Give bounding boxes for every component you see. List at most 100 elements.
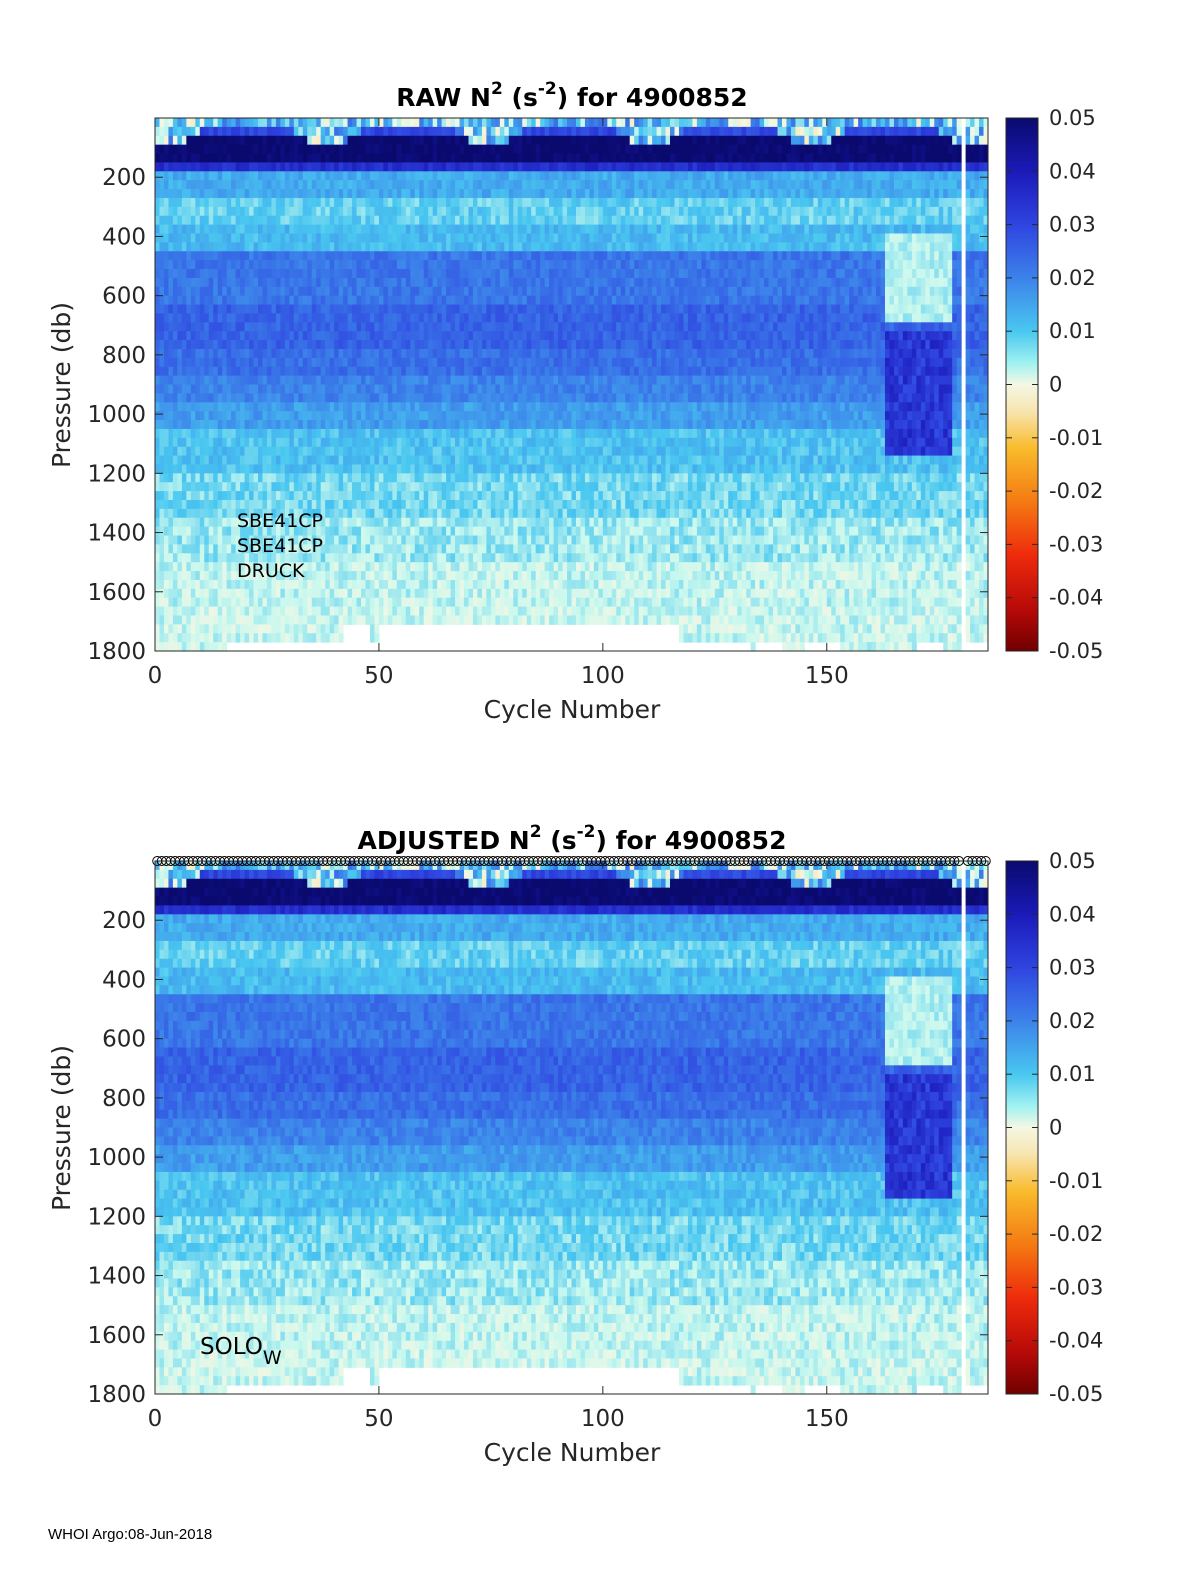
heatmap-cell — [226, 375, 232, 385]
heatmap-cell — [396, 428, 402, 439]
heatmap-cell — [347, 153, 353, 163]
heatmap-cell — [495, 340, 501, 350]
heatmap-cell — [508, 375, 514, 385]
heatmap-cell — [284, 579, 290, 590]
heatmap-cell — [231, 331, 237, 341]
heatmap-cell — [159, 295, 165, 306]
heatmap-cell — [325, 242, 331, 252]
heatmap-cell — [244, 579, 250, 590]
heatmap-cell — [531, 269, 537, 279]
heatmap-cell — [490, 420, 496, 430]
heatmap-cell — [284, 455, 290, 465]
heatmap-cell — [361, 304, 366, 314]
heatmap-cell — [155, 482, 160, 492]
heatmap-cell — [526, 313, 532, 323]
heatmap-cell — [343, 340, 349, 350]
heatmap-cell — [369, 269, 375, 279]
heatmap-cell — [495, 375, 501, 385]
heatmap-cell — [253, 357, 259, 368]
heatmap-cell — [508, 126, 514, 137]
heatmap-cell — [316, 597, 322, 608]
heatmap-cell — [325, 428, 331, 439]
heatmap-cell — [289, 562, 295, 572]
heatmap-cell — [249, 411, 255, 421]
heatmap-cell — [320, 366, 326, 377]
heatmap-cell — [535, 366, 541, 377]
heatmap-cell — [369, 455, 375, 465]
heatmap-cell — [271, 420, 277, 430]
heatmap-cell — [186, 411, 192, 421]
heatmap-cell — [446, 162, 452, 172]
heatmap-cell — [159, 428, 165, 439]
heatmap-cell — [249, 571, 255, 581]
heatmap-cell — [481, 579, 487, 590]
heatmap-cell — [172, 571, 178, 581]
heatmap-cell — [365, 402, 371, 412]
heatmap-cell — [155, 162, 160, 172]
heatmap-cell — [352, 286, 358, 297]
heatmap-cell — [347, 126, 353, 137]
heatmap-cell — [374, 482, 380, 492]
heatmap-cell — [410, 473, 416, 483]
heatmap-cell — [423, 118, 429, 128]
heatmap-cell — [244, 562, 250, 572]
heatmap-cell — [168, 642, 174, 652]
heatmap-cell — [401, 544, 407, 554]
heatmap-cell — [316, 464, 322, 474]
heatmap-cell — [320, 375, 326, 385]
heatmap-cell — [531, 197, 537, 208]
heatmap-cell — [217, 180, 223, 190]
heatmap-cell — [495, 295, 501, 306]
heatmap-cell — [396, 393, 402, 403]
heatmap-cell — [320, 624, 326, 634]
heatmap-cell — [464, 242, 469, 252]
heatmap-cell — [410, 357, 416, 368]
heatmap-cell — [499, 499, 505, 510]
heatmap-cell — [240, 420, 246, 430]
heatmap-cell — [307, 277, 313, 288]
heatmap-cell — [231, 579, 237, 590]
heatmap-cell — [302, 579, 308, 590]
heatmap-cell — [495, 197, 501, 208]
heatmap-cell — [244, 260, 250, 270]
heatmap-cell — [240, 269, 246, 279]
heatmap-cell — [208, 269, 214, 279]
heatmap-cell — [329, 393, 335, 403]
heatmap-cell — [298, 304, 304, 314]
heatmap-cell — [240, 304, 246, 314]
heatmap-cell — [208, 322, 214, 332]
heatmap-cell — [392, 375, 398, 385]
heatmap-cell — [231, 482, 237, 492]
heatmap-cell — [361, 420, 366, 430]
heatmap-cell — [352, 215, 358, 226]
heatmap-cell — [419, 571, 425, 581]
heatmap-cell — [168, 508, 174, 519]
heatmap-cell — [361, 402, 366, 412]
heatmap-cell — [428, 304, 434, 314]
heatmap-cell — [262, 197, 268, 208]
heatmap-cell — [320, 162, 326, 172]
heatmap-cell — [190, 633, 196, 643]
heatmap-cell — [329, 428, 335, 439]
heatmap-cell — [468, 126, 474, 137]
heatmap-cell — [329, 517, 335, 528]
heatmap-cell — [401, 455, 407, 465]
heatmap-cell — [428, 242, 434, 252]
heatmap-cell — [289, 126, 295, 137]
heatmap-cell — [226, 491, 232, 501]
heatmap-cell — [499, 206, 505, 217]
heatmap-cell — [361, 562, 366, 572]
heatmap-cell — [450, 535, 456, 545]
heatmap-cell — [262, 473, 268, 483]
heatmap-cell — [222, 473, 228, 483]
heatmap-cell — [338, 526, 344, 537]
heatmap-cell — [181, 579, 187, 590]
heatmap-cell — [244, 491, 250, 501]
heatmap-cell — [472, 482, 478, 492]
heatmap-cell — [275, 251, 281, 261]
heatmap-cell — [481, 286, 487, 297]
heatmap-cell — [356, 517, 362, 528]
heatmap-cell — [396, 135, 402, 146]
heatmap-cell — [293, 206, 299, 217]
